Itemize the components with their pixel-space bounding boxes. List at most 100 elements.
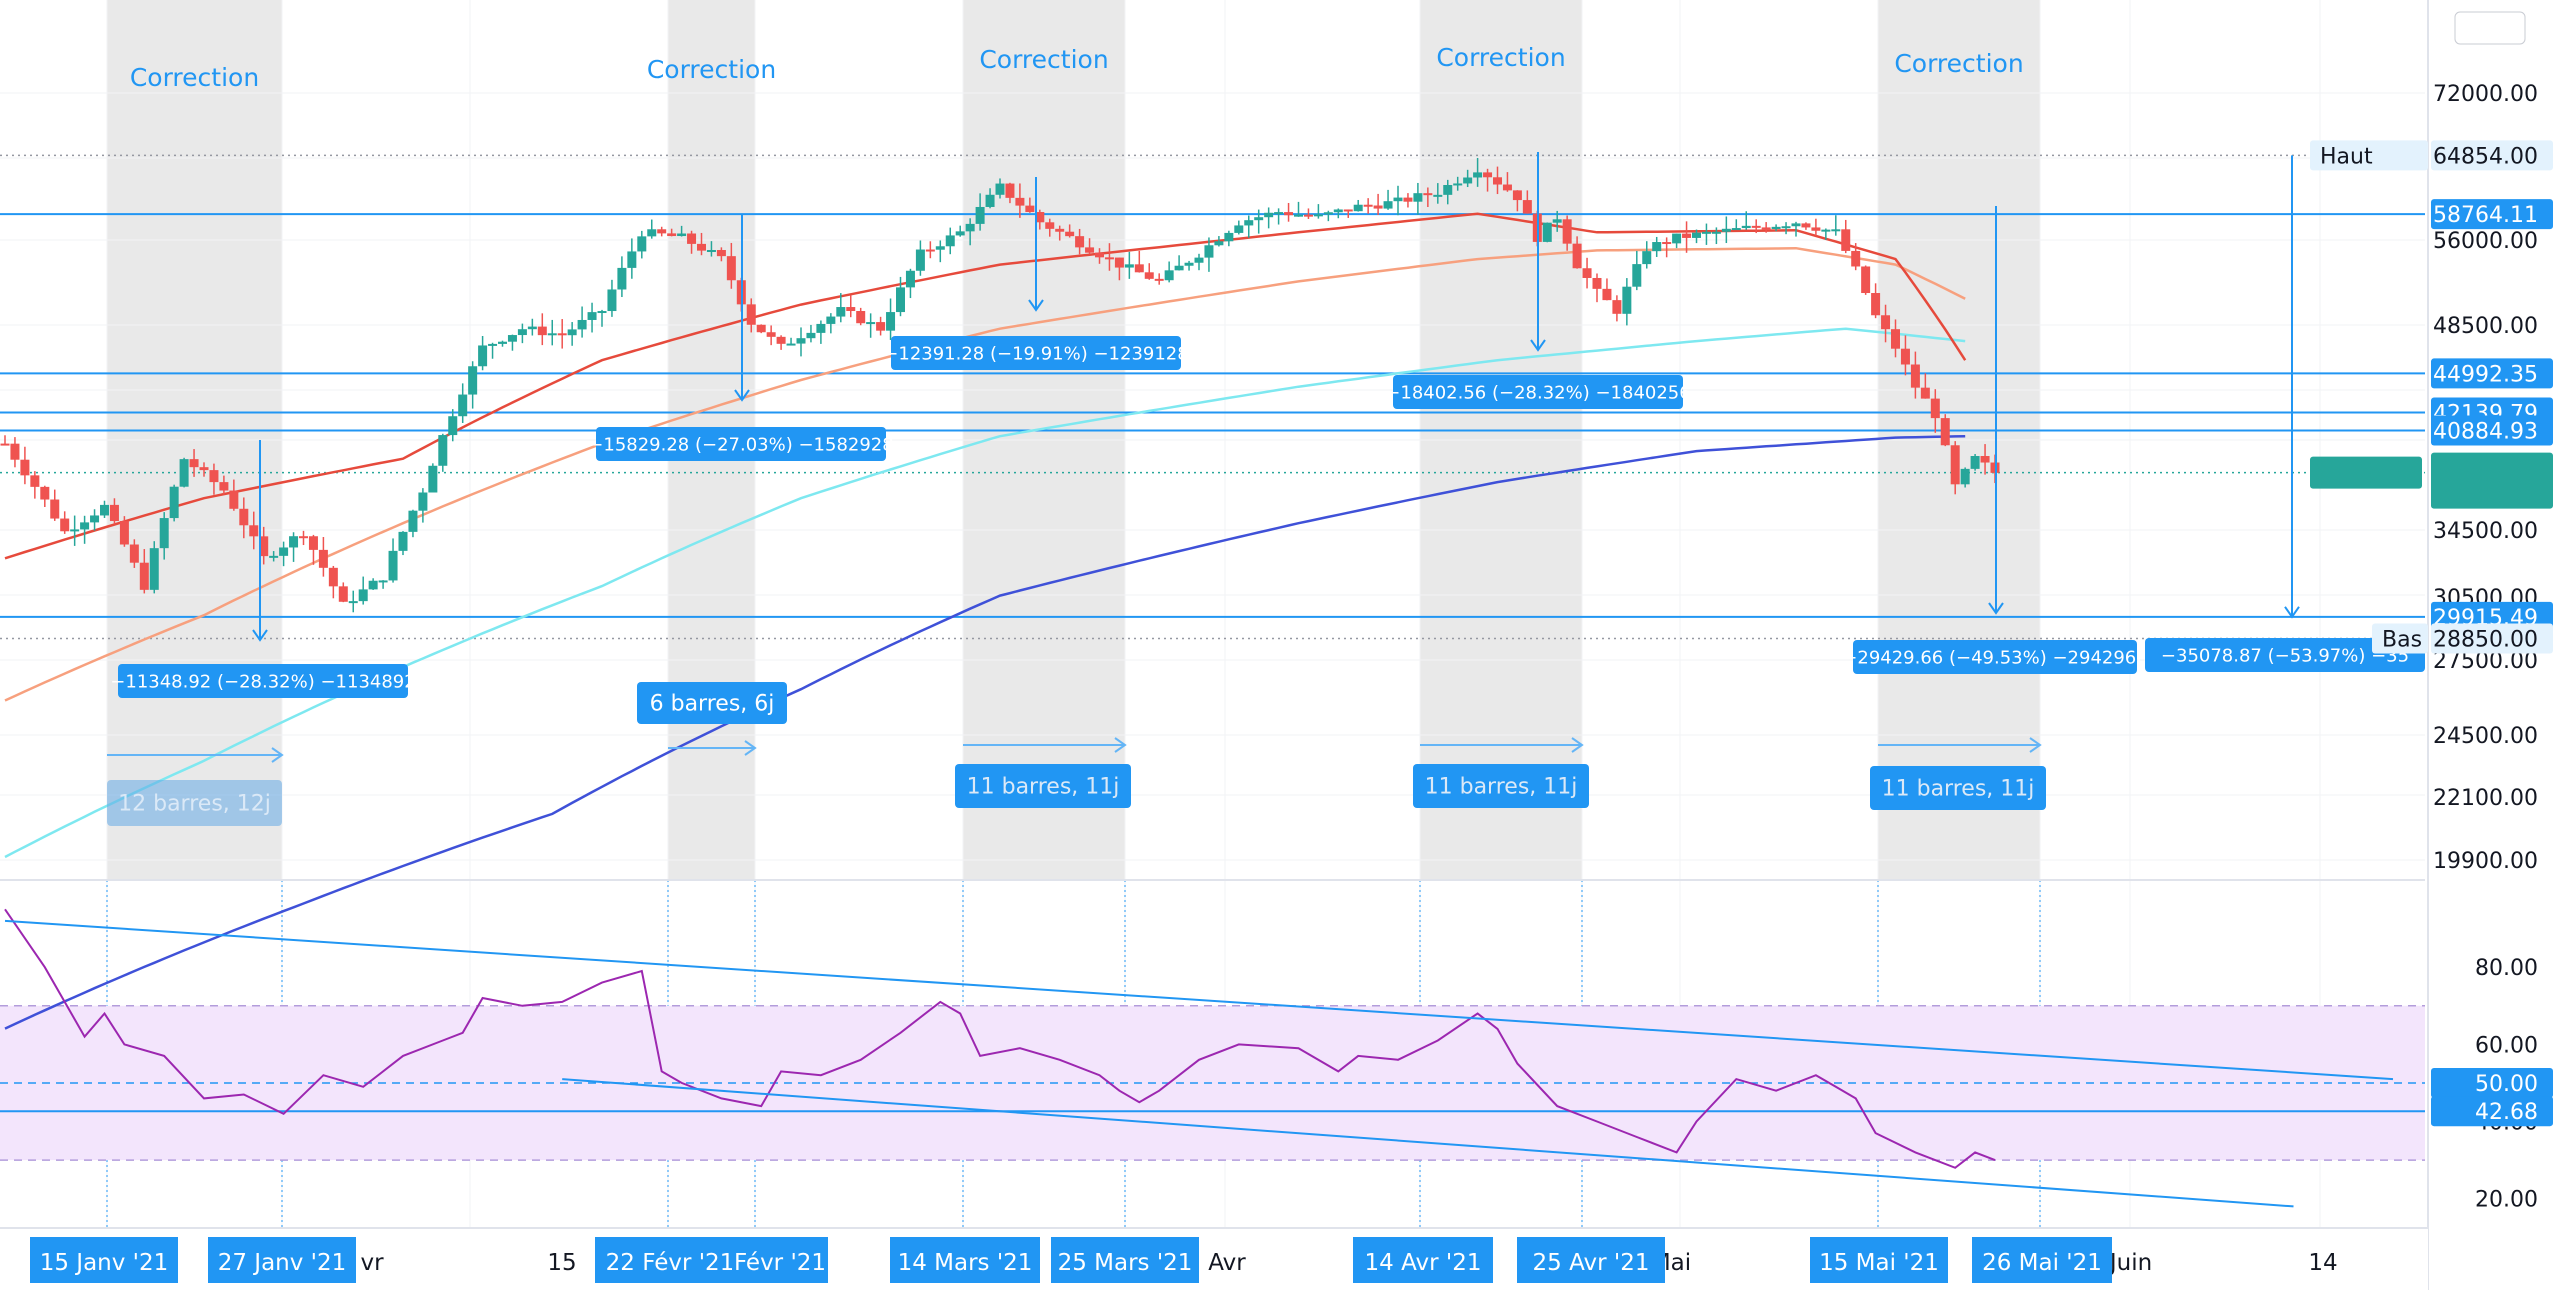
time-highlight-bg bbox=[30, 1237, 178, 1283]
candle-body bbox=[418, 492, 428, 511]
candle-body bbox=[1284, 212, 1294, 216]
price-tick: 34500.00 bbox=[2433, 519, 2538, 544]
candle-body bbox=[975, 206, 985, 224]
currency-badge bbox=[2454, 11, 2526, 45]
bars-count-label: 6 barres, 6j bbox=[637, 682, 787, 724]
time-tick: Juin bbox=[2108, 1250, 2152, 1276]
candle-body bbox=[398, 531, 408, 551]
bars-range-arrow-head bbox=[1114, 737, 1127, 753]
candle-body bbox=[1363, 204, 1373, 207]
candle-body bbox=[378, 580, 388, 583]
candle-body bbox=[70, 529, 80, 532]
candle-body bbox=[587, 312, 597, 320]
bars-range-arrow-head bbox=[1571, 737, 1584, 753]
rsi-pane bbox=[4, 908, 2394, 1208]
bars-count-label-text: 11 barres, 11j bbox=[967, 775, 1120, 800]
candle-body bbox=[1512, 190, 1522, 201]
candle-body bbox=[1134, 264, 1144, 273]
candle-body bbox=[687, 233, 697, 244]
candle-body bbox=[1801, 223, 1811, 228]
candle-body bbox=[159, 518, 169, 549]
bars-count-label: 11 barres, 11j bbox=[955, 764, 1131, 808]
bars-range-arrow-head bbox=[744, 740, 757, 756]
candle-body bbox=[1114, 257, 1124, 268]
candle-body bbox=[1711, 231, 1721, 234]
candle-body bbox=[1582, 268, 1592, 278]
total-measure-label: −35078.87 (−53.97%) −35 bbox=[2145, 638, 2425, 672]
candle-body bbox=[1891, 329, 1900, 349]
candle-body bbox=[328, 567, 338, 587]
measure-label-bg bbox=[1393, 375, 1683, 409]
correction-title: Correction bbox=[647, 55, 776, 84]
measure-label-text: −29429.66 (−49.53%) −2942966 bbox=[1842, 647, 2147, 668]
rsi-mark-bg bbox=[2431, 1096, 2553, 1127]
price-mark-bg bbox=[2431, 415, 2553, 446]
candle-body bbox=[517, 329, 527, 336]
drop-arrow-head bbox=[1988, 602, 2004, 615]
measure-label-text: −18402.56 (−28.32%) −1840256 bbox=[1385, 382, 1690, 403]
candle-body bbox=[1463, 177, 1473, 184]
candle-body bbox=[886, 312, 896, 331]
candle-body bbox=[119, 521, 129, 545]
bars-count-label-text: 6 barres, 6j bbox=[650, 692, 775, 717]
bars-count-label-text: 12 barres, 12j bbox=[118, 792, 271, 817]
candle-body bbox=[1970, 456, 1980, 469]
candle-body bbox=[189, 459, 199, 468]
rsi-line bbox=[4, 908, 1996, 1169]
candle-body bbox=[846, 307, 856, 312]
candle-body bbox=[80, 522, 90, 530]
price-mark-tag-bg bbox=[2310, 140, 2428, 171]
annotations[interactable]: Correction −11348.92 (−28.32%) −1134892 12… bbox=[107, 43, 2425, 826]
candle-body bbox=[1413, 193, 1423, 202]
candle-body bbox=[667, 233, 677, 237]
candle-body bbox=[1831, 229, 1841, 232]
time-highlight-bg bbox=[1972, 1237, 2112, 1283]
measure-label-text: −11348.92 (−28.32%) −1134892 bbox=[110, 671, 415, 692]
time-highlight: 26 Mai '21 bbox=[1982, 1250, 2102, 1276]
candle-body bbox=[448, 416, 458, 436]
time-highlight: 15 Janv '21 bbox=[40, 1250, 169, 1276]
candle-body bbox=[965, 223, 975, 232]
candle-body bbox=[279, 547, 289, 556]
rsi-tick: 20.00 bbox=[2475, 1188, 2538, 1213]
measure-label-bg bbox=[891, 336, 1181, 370]
candle-body bbox=[617, 267, 627, 290]
candle-body bbox=[786, 343, 796, 346]
candle-body bbox=[1214, 241, 1224, 246]
rsi-tick: 60.00 bbox=[2475, 1033, 2538, 1058]
candle-body bbox=[1075, 236, 1085, 248]
measure-label: −29429.66 (−49.53%) −2942966 bbox=[1842, 640, 2148, 674]
price-mark-value: 64854.00 bbox=[2433, 144, 2538, 169]
candle-body bbox=[1095, 252, 1104, 258]
candle-body bbox=[1403, 197, 1413, 202]
candle-body bbox=[149, 548, 159, 590]
candle-body bbox=[50, 499, 60, 519]
rsi-trendline bbox=[562, 1078, 2294, 1208]
candle-body bbox=[1483, 172, 1493, 178]
candle-body bbox=[259, 536, 269, 557]
candle-body bbox=[677, 233, 687, 237]
candle-body bbox=[826, 316, 836, 324]
candle-body bbox=[249, 525, 259, 537]
time-tick: vr bbox=[360, 1250, 384, 1276]
candle-body bbox=[527, 326, 537, 330]
candle-body bbox=[925, 249, 935, 252]
candle-body bbox=[945, 235, 955, 247]
time-highlight-bg bbox=[1353, 1237, 1493, 1283]
candle-body bbox=[100, 504, 109, 516]
total-measure-label-text: −35078.87 (−53.97%) −35 bbox=[2161, 645, 2409, 666]
candle-body bbox=[1920, 387, 1930, 399]
candle-body bbox=[1085, 247, 1095, 253]
candle-body bbox=[1592, 277, 1602, 289]
candle-body bbox=[567, 329, 577, 336]
candle-body bbox=[935, 246, 945, 250]
measure-label: −15829.28 (−27.03%) −1582928 bbox=[588, 427, 894, 461]
candle-body bbox=[627, 251, 637, 268]
candle-body bbox=[199, 467, 209, 471]
rsi-mark: 50.00 bbox=[2475, 1072, 2538, 1097]
time-highlight: 25 Avr '21 bbox=[1533, 1250, 1650, 1276]
candle-body bbox=[856, 311, 866, 324]
